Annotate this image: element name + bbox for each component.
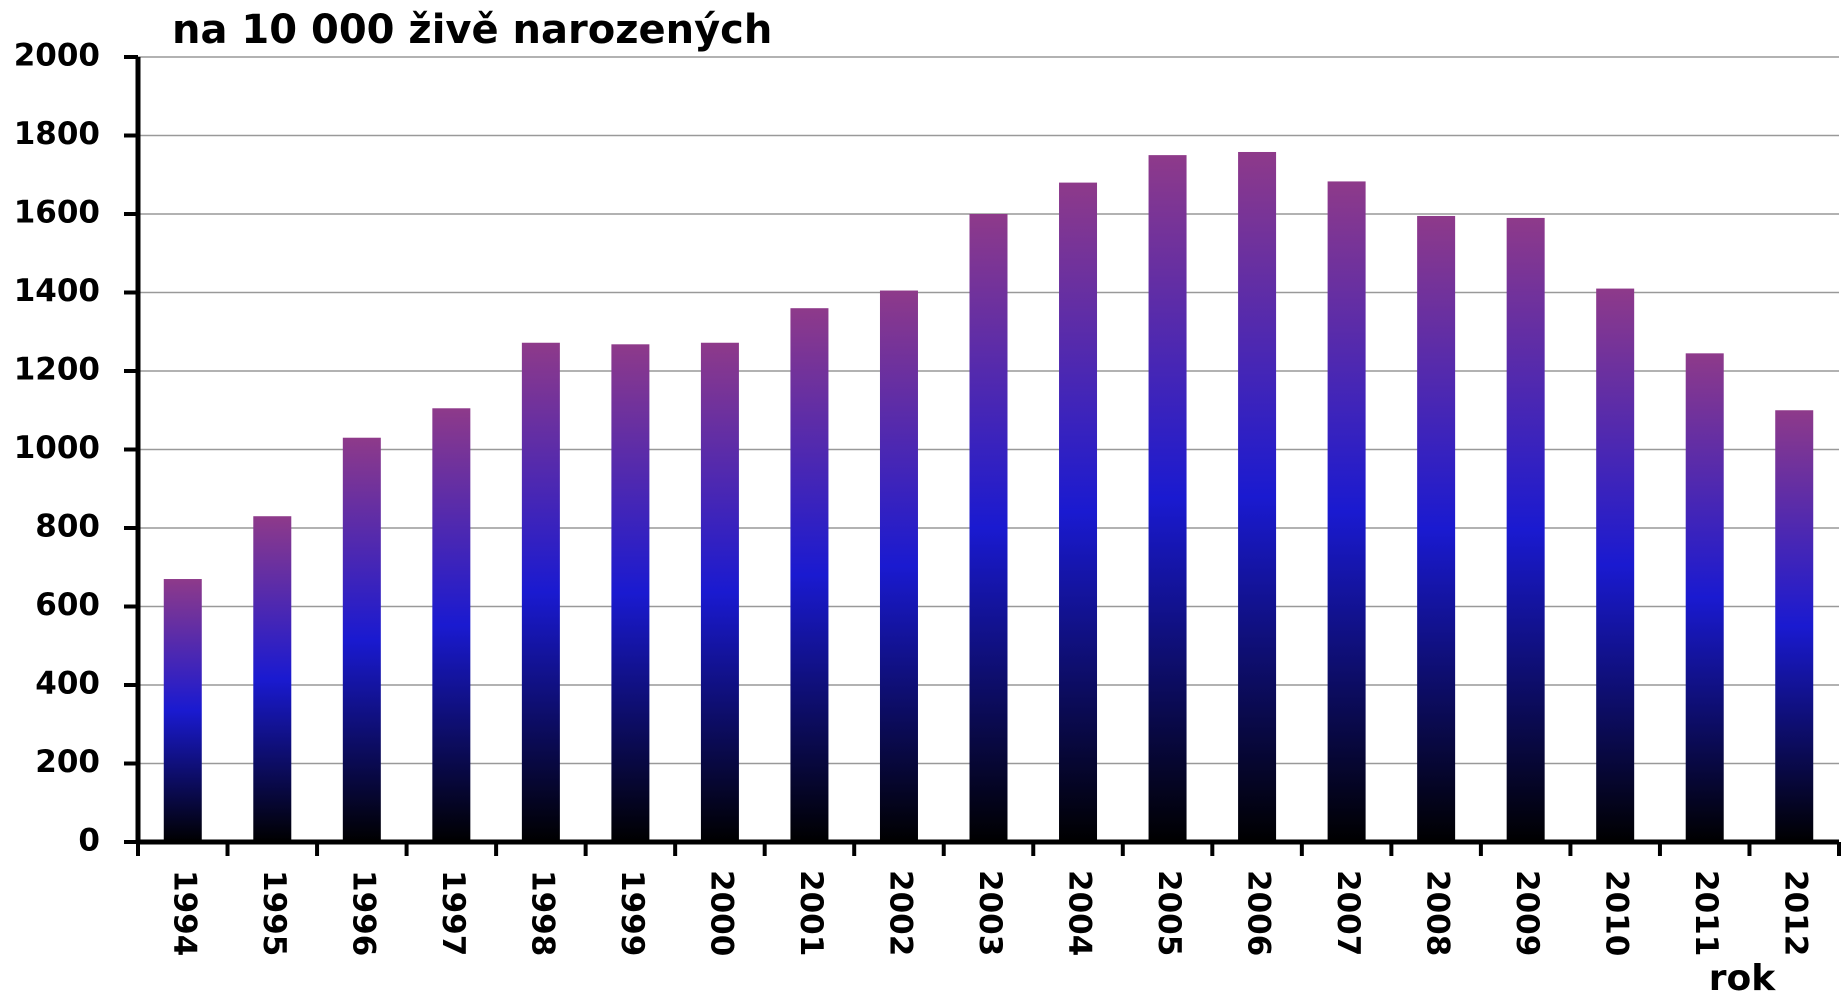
x-tick-label: 1999 <box>614 870 650 956</box>
y-tick-label: 1800 <box>14 116 100 152</box>
bar <box>1059 182 1098 843</box>
x-tick-label: 2004 <box>1062 870 1098 956</box>
bar <box>1596 288 1635 842</box>
bar <box>1685 353 1724 842</box>
x-tick-label: 1998 <box>524 870 560 956</box>
chart-title: na 10 000 živě narozených <box>172 7 772 53</box>
x-tick-label: 2000 <box>703 870 739 956</box>
y-tick-label: 1000 <box>14 430 100 466</box>
x-axis-label: rok <box>1709 958 1776 993</box>
bar <box>1327 181 1366 843</box>
y-tick-label: 1400 <box>14 273 100 309</box>
x-tick-label: 2001 <box>793 870 829 956</box>
x-tick-label: 2009 <box>1509 870 1545 956</box>
bar <box>253 516 292 842</box>
x-tick-label: 2012 <box>1778 870 1814 956</box>
bar <box>1506 217 1545 843</box>
x-tick-label: 2006 <box>1241 870 1277 956</box>
bar <box>1238 151 1277 843</box>
x-tick-label: 2010 <box>1599 870 1635 956</box>
bar <box>790 308 829 842</box>
bar <box>1417 215 1456 842</box>
x-tick-label: 2003 <box>972 870 1008 956</box>
y-tick-label: 0 <box>78 823 100 859</box>
bar <box>432 408 471 842</box>
x-tick-label: 2008 <box>1420 870 1456 956</box>
x-tick-label: 2002 <box>882 870 918 956</box>
x-tick-label: 2005 <box>1151 870 1187 956</box>
x-tick-label: 1995 <box>256 870 292 956</box>
bar <box>611 344 650 842</box>
bar <box>1148 155 1187 842</box>
y-tick-label: 1600 <box>14 195 100 231</box>
y-tick-label: 1200 <box>14 352 100 388</box>
bar <box>521 342 560 842</box>
x-tick-label: 1996 <box>345 870 381 956</box>
y-tick-label: 200 <box>35 744 100 780</box>
bar <box>969 214 1008 842</box>
bar <box>1775 410 1814 842</box>
bar <box>879 290 918 843</box>
y-tick-label: 600 <box>35 587 100 623</box>
bar <box>163 579 202 842</box>
y-tick-label: 800 <box>35 509 100 545</box>
y-tick-label: 2000 <box>14 38 100 74</box>
x-tick-label: 2011 <box>1688 870 1724 956</box>
x-tick-label: 2007 <box>1330 870 1366 956</box>
x-tick-label: 1997 <box>435 870 471 956</box>
bar <box>342 437 381 842</box>
bar <box>700 342 739 842</box>
x-tick-label: 1994 <box>166 870 202 956</box>
y-tick-label: 400 <box>35 666 100 702</box>
